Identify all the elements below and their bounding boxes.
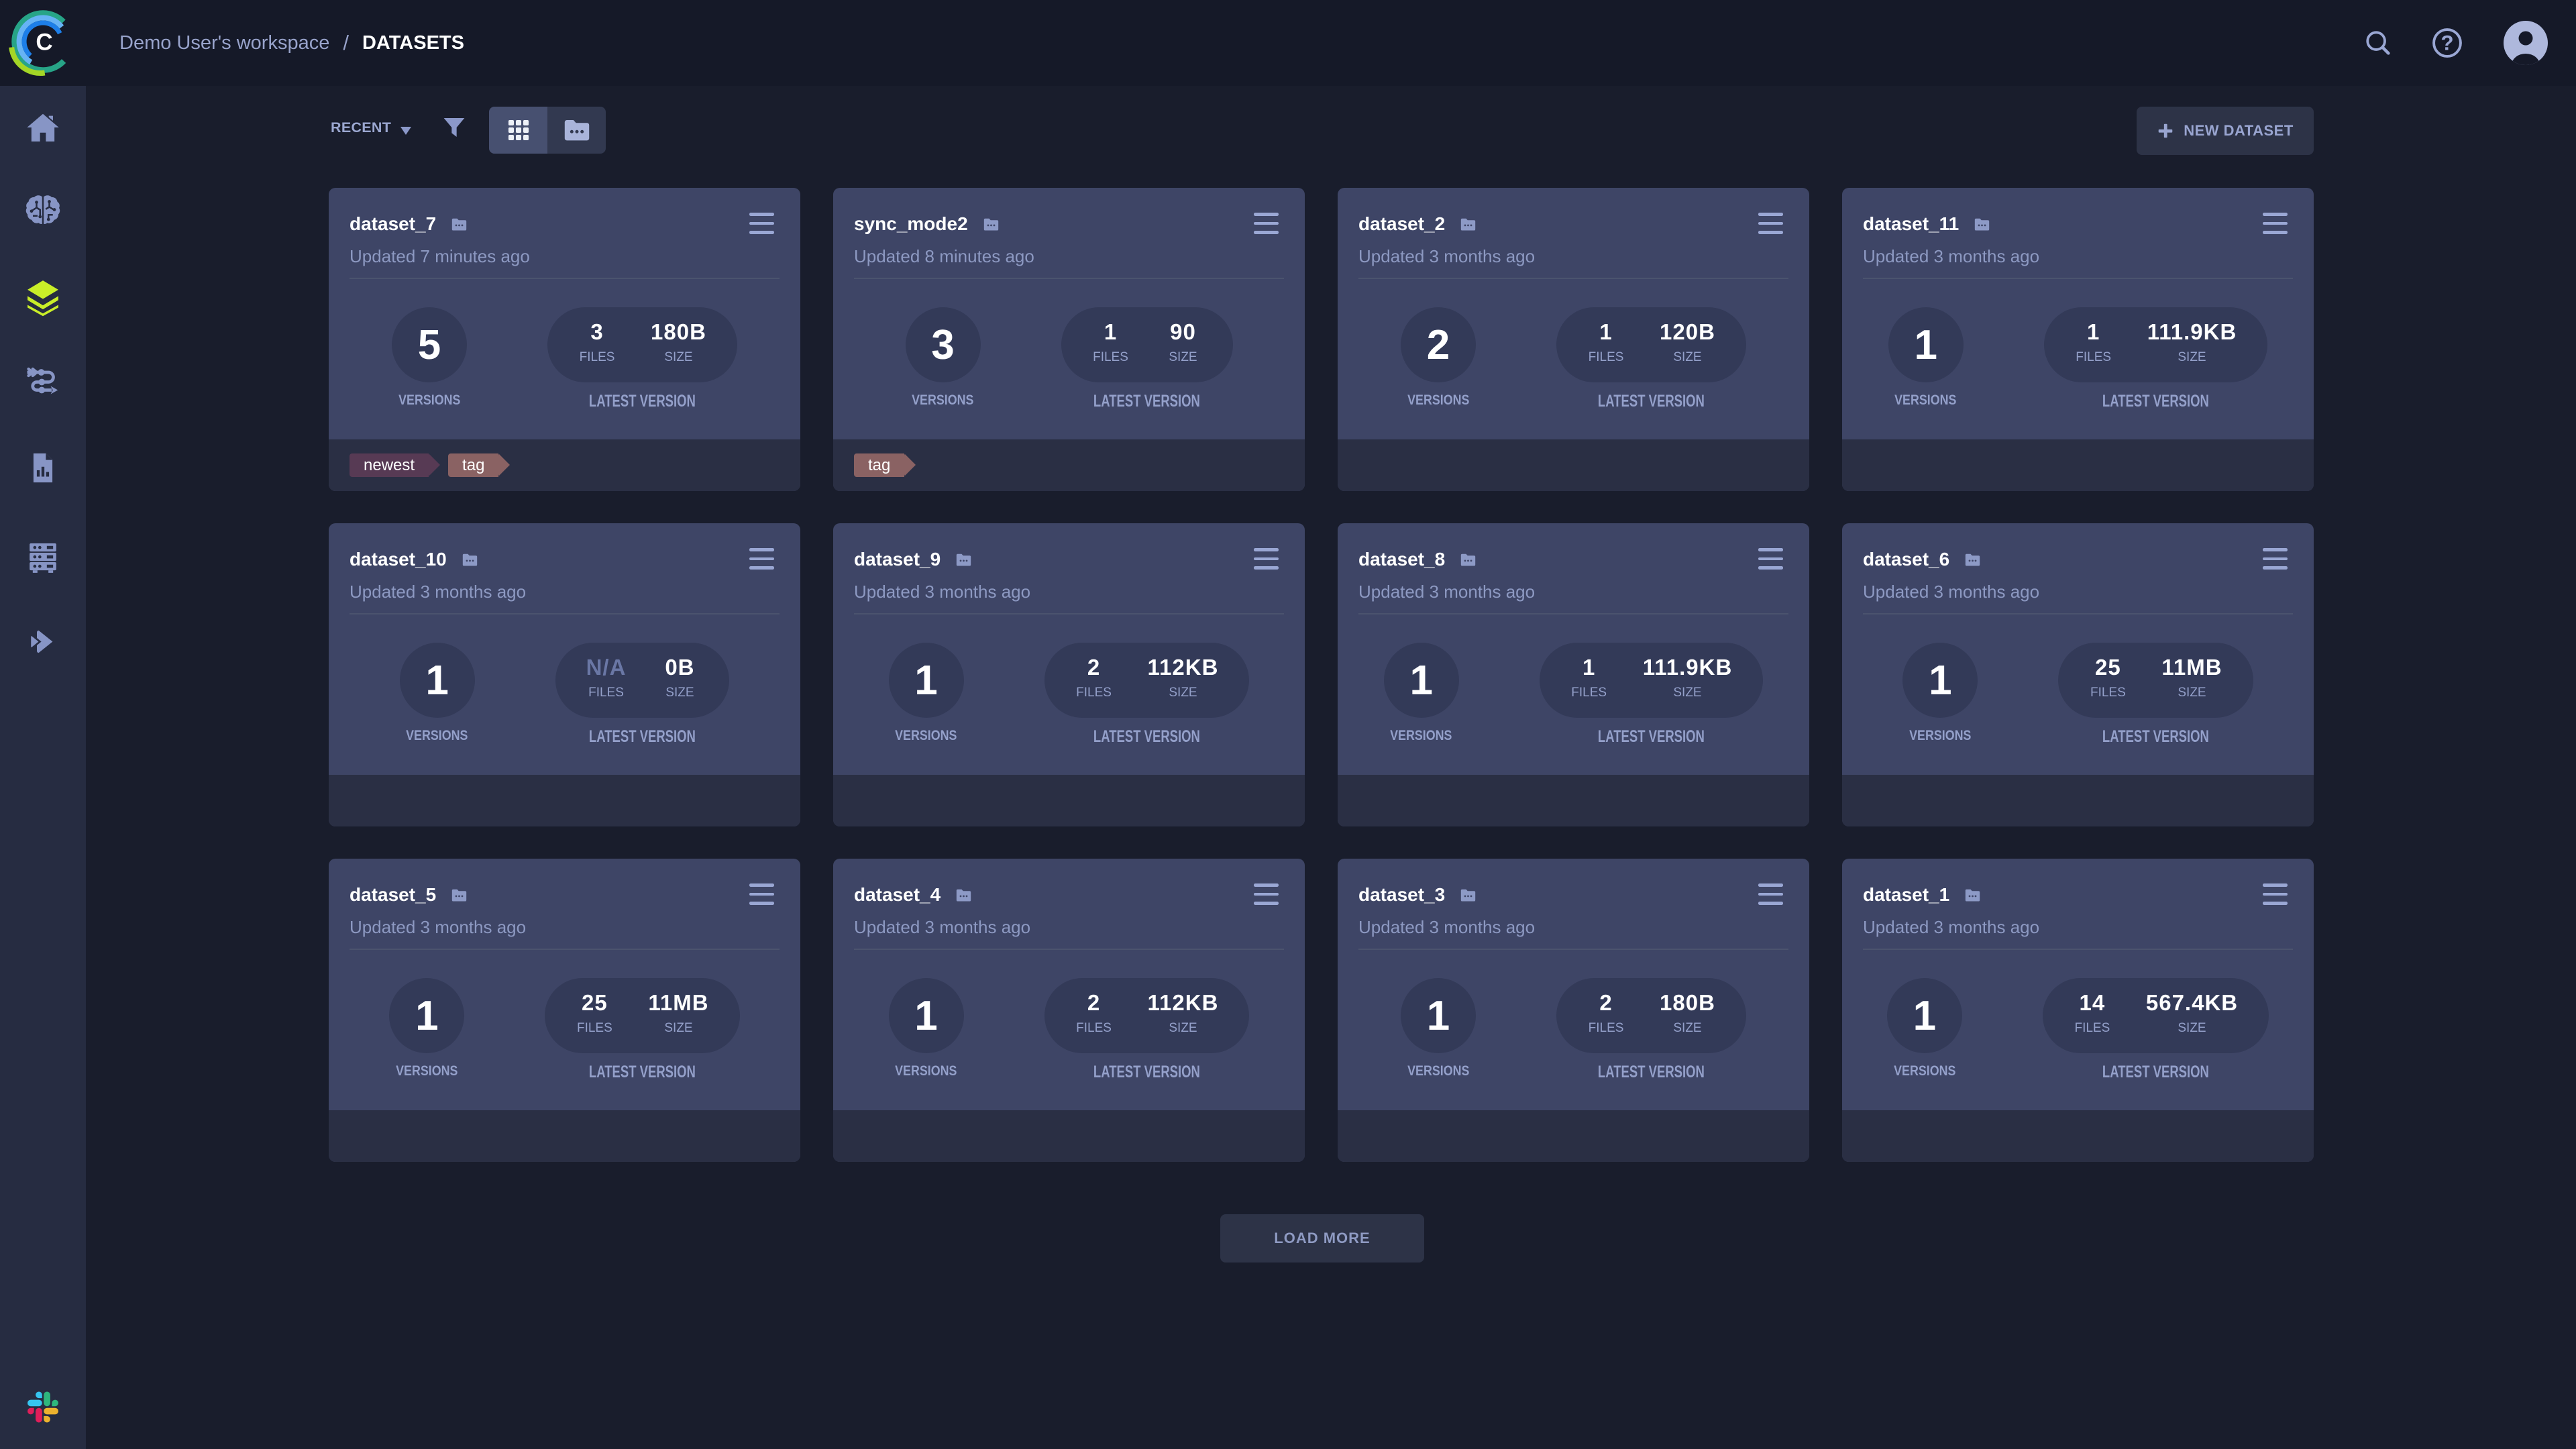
svg-text:?: ? <box>2440 31 2453 54</box>
svg-text:C: C <box>36 30 52 56</box>
